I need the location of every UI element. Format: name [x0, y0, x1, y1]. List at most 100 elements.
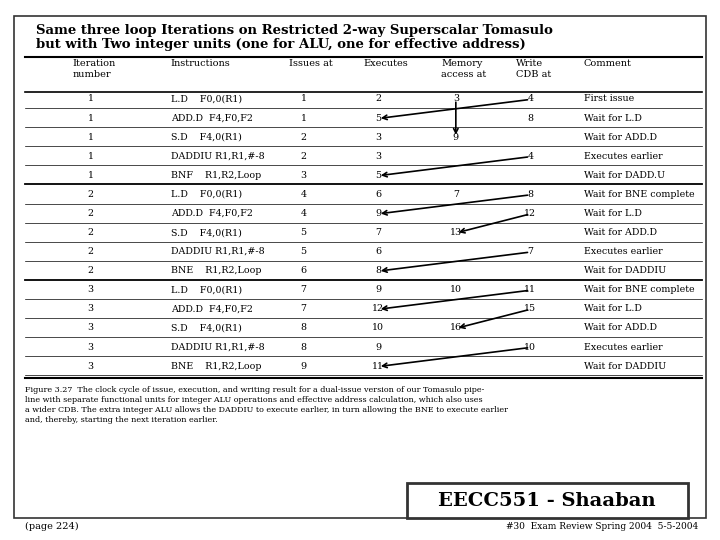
Text: Wait for DADDIU: Wait for DADDIU — [583, 362, 666, 370]
Text: Wait for ADD.D: Wait for ADD.D — [583, 323, 657, 333]
Text: 3: 3 — [88, 342, 94, 352]
Text: Instructions: Instructions — [171, 59, 230, 69]
Text: 1: 1 — [88, 113, 94, 123]
Text: 6: 6 — [300, 266, 307, 275]
Text: Wait for ADD.D: Wait for ADD.D — [583, 228, 657, 237]
Text: 2: 2 — [88, 266, 94, 275]
Text: Figure 3.27  The clock cycle of issue, execution, and writing result for a dual-: Figure 3.27 The clock cycle of issue, ex… — [25, 386, 508, 424]
Text: 16: 16 — [450, 323, 462, 333]
Text: BNE    R1,R2,Loop: BNE R1,R2,Loop — [171, 266, 261, 275]
Text: 1: 1 — [88, 171, 94, 180]
Text: 4: 4 — [300, 190, 307, 199]
Text: 2: 2 — [88, 190, 94, 199]
Text: 10: 10 — [372, 323, 384, 333]
Text: Wait for L.D: Wait for L.D — [583, 305, 642, 313]
Text: 3: 3 — [88, 305, 94, 313]
Text: but with Two integer units (one for ALU, one for effective address): but with Two integer units (one for ALU,… — [36, 38, 526, 51]
Text: 10: 10 — [524, 342, 536, 352]
Text: 5: 5 — [300, 228, 307, 237]
Text: 4: 4 — [527, 152, 534, 161]
Text: 11: 11 — [524, 285, 536, 294]
Text: ADD.D  F4,F0,F2: ADD.D F4,F0,F2 — [171, 305, 253, 313]
Text: 3: 3 — [453, 94, 459, 104]
Text: BNF    R1,R2,Loop: BNF R1,R2,Loop — [171, 171, 261, 180]
Text: 7: 7 — [375, 228, 381, 237]
Text: S.D    F4,0(R1): S.D F4,0(R1) — [171, 133, 242, 141]
Text: Wait for L.D: Wait for L.D — [583, 113, 642, 123]
Text: DADDIU R1,R1,#-8: DADDIU R1,R1,#-8 — [171, 247, 264, 256]
Text: BNE    R1,R2,Loop: BNE R1,R2,Loop — [171, 362, 261, 370]
Text: 8: 8 — [527, 190, 534, 199]
Text: 2: 2 — [375, 94, 381, 104]
Text: 5: 5 — [300, 247, 307, 256]
Text: 6: 6 — [375, 190, 381, 199]
Text: 8: 8 — [375, 266, 381, 275]
Text: Same three loop Iterations on Restricted 2-way Superscalar Tomasulo: Same three loop Iterations on Restricted… — [36, 24, 553, 37]
Text: Wait for ADD.D: Wait for ADD.D — [583, 133, 657, 141]
Text: 2: 2 — [300, 152, 307, 161]
Text: 8: 8 — [300, 323, 307, 333]
Text: 15: 15 — [524, 305, 536, 313]
Text: 9: 9 — [375, 342, 381, 352]
Text: 8: 8 — [527, 113, 534, 123]
Text: DADDIU R1,R1,#-8: DADDIU R1,R1,#-8 — [171, 152, 264, 161]
Text: EECC551 - Shaaban: EECC551 - Shaaban — [438, 492, 656, 510]
Text: 6: 6 — [375, 247, 381, 256]
Text: 5: 5 — [375, 171, 381, 180]
Text: Wait for DADD.U: Wait for DADD.U — [583, 171, 665, 180]
Text: 5: 5 — [375, 113, 381, 123]
Text: Issues at: Issues at — [289, 59, 333, 69]
Text: 13: 13 — [450, 228, 462, 237]
Text: 1: 1 — [88, 152, 94, 161]
Text: 3: 3 — [88, 323, 94, 333]
Text: 7: 7 — [300, 305, 307, 313]
Text: ADD.D  F4,F0,F2: ADD.D F4,F0,F2 — [171, 113, 253, 123]
Text: Iteration
number: Iteration number — [73, 59, 116, 79]
Text: 12: 12 — [524, 209, 536, 218]
Text: 9: 9 — [453, 133, 459, 141]
Text: (page 224): (page 224) — [25, 522, 78, 531]
Text: 1: 1 — [88, 94, 94, 104]
Text: S.D    F4,0(R1): S.D F4,0(R1) — [171, 323, 242, 333]
Text: Executes earlier: Executes earlier — [583, 152, 662, 161]
Text: 2: 2 — [88, 228, 94, 237]
Text: First issue: First issue — [583, 94, 634, 104]
Text: 9: 9 — [375, 285, 381, 294]
FancyBboxPatch shape — [407, 483, 688, 518]
Text: 10: 10 — [450, 285, 462, 294]
Text: DADDIU R1,R1,#-8: DADDIU R1,R1,#-8 — [171, 342, 264, 352]
Text: ADD.D  F4,F0,F2: ADD.D F4,F0,F2 — [171, 209, 253, 218]
Text: 3: 3 — [300, 171, 307, 180]
Text: Wait for DADDIU: Wait for DADDIU — [583, 266, 666, 275]
Text: 1: 1 — [300, 113, 307, 123]
Text: 7: 7 — [453, 190, 459, 199]
Text: 3: 3 — [88, 362, 94, 370]
Text: 3: 3 — [88, 285, 94, 294]
Text: 9: 9 — [375, 209, 381, 218]
Text: 12: 12 — [372, 305, 384, 313]
Text: 2: 2 — [300, 133, 307, 141]
Text: Wait for BNE complete: Wait for BNE complete — [583, 190, 694, 199]
Text: 7: 7 — [527, 247, 534, 256]
Text: 2: 2 — [88, 247, 94, 256]
Text: Executes earlier: Executes earlier — [583, 342, 662, 352]
Text: #30  Exam Review Spring 2004  5-5-2004: #30 Exam Review Spring 2004 5-5-2004 — [506, 522, 698, 531]
Text: 1: 1 — [300, 94, 307, 104]
Text: 1: 1 — [88, 133, 94, 141]
Text: 7: 7 — [300, 285, 307, 294]
Text: 9: 9 — [300, 362, 307, 370]
Text: Comment: Comment — [583, 59, 631, 69]
Text: 3: 3 — [375, 152, 381, 161]
Text: Wait for BNE complete: Wait for BNE complete — [583, 285, 694, 294]
Text: L.D    F0,0(R1): L.D F0,0(R1) — [171, 190, 242, 199]
Text: Executes earlier: Executes earlier — [583, 247, 662, 256]
Text: Executes: Executes — [364, 59, 408, 69]
Text: 3: 3 — [375, 133, 381, 141]
Text: 2: 2 — [88, 209, 94, 218]
Text: Write
CDB at: Write CDB at — [516, 59, 551, 79]
Text: 4: 4 — [527, 94, 534, 104]
Text: Memory
access at: Memory access at — [441, 59, 487, 79]
Text: 8: 8 — [300, 342, 307, 352]
Text: 11: 11 — [372, 362, 384, 370]
Text: Wait for L.D: Wait for L.D — [583, 209, 642, 218]
